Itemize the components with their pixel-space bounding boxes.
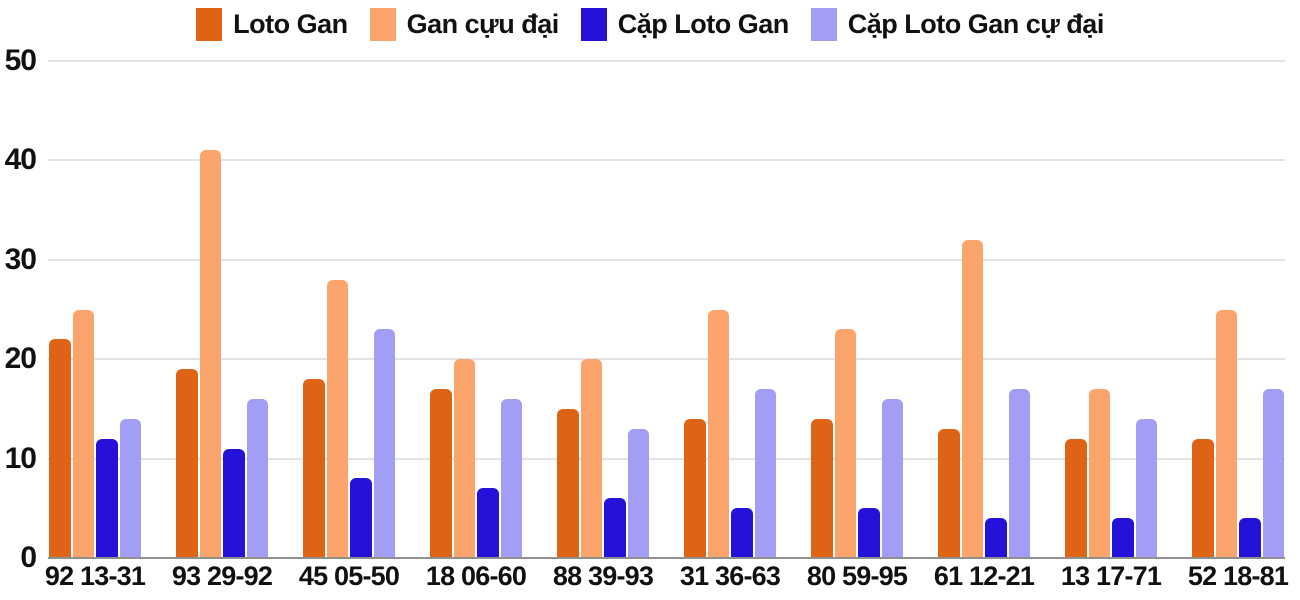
legend-swatch-icon [196,8,223,41]
legend-swatch-icon [369,8,396,41]
bar-gan-cuu-ai [1215,309,1237,558]
bar-gan-cuu-ai [72,309,94,558]
bar-gan-cuu-ai [326,279,348,558]
bar-cap-loto-gan-cu-ai [500,398,522,558]
bar-group-45-05-50 [303,61,395,558]
legend-label: Cặp Loto Gan cự đại [847,9,1105,39]
bar-group-92-13-31 [49,61,141,558]
bar-cap-loto-gan [223,448,245,558]
bar-group-80-59-95 [811,61,903,558]
x-axis-labels: 92 13-31 93 29-92 45 05-50 18 06-60 88 39-93… [44,561,1289,591]
bar-gan-cuu-ai [1088,389,1110,558]
bar-loto-gan [430,389,452,558]
legend-label: Gan cựu đại [406,9,560,39]
bar-cap-loto-gan [731,508,753,558]
x-axis-label: 18 06-60 [425,561,527,591]
bar-cap-loto-gan-cu-ai [119,418,141,558]
bar-loto-gan [176,369,198,558]
bar-gan-cuu-ai [707,309,729,558]
bar-group-52-18-81 [1192,61,1284,558]
bar-cap-loto-gan-cu-ai [246,398,268,558]
y-axis-tick-label: 50 [4,44,37,77]
bar-cap-loto-gan [858,508,880,558]
x-axis-label: 31 36-63 [679,561,781,591]
plot-area [48,60,1285,559]
bar-cap-loto-gan-cu-ai [1262,389,1284,558]
gridline [48,358,1285,361]
gridline [48,457,1285,460]
x-axis-label: 88 39-93 [552,561,654,591]
bar-gan-cuu-ai [961,239,983,558]
bar-group-31-36-63 [684,61,776,558]
legend-label: Loto Gan [233,9,348,39]
chart-legend: Loto Gan Gan cựu đại Cặp Loto Gan Cặp Loto … [0,8,1300,41]
bar-cap-loto-gan-cu-ai [627,428,649,558]
bar-loto-gan [938,428,960,558]
bar-group-61-12-21 [938,61,1030,558]
bar-loto-gan [557,408,579,558]
gridline [48,159,1285,162]
bar-loto-gan [811,418,833,558]
bar-cap-loto-gan-cu-ai [1008,389,1030,558]
legend-item-cap-loto-gan: Cặp Loto Gan [580,8,790,41]
x-axis-label: 80 59-95 [806,561,908,591]
bar-group-88-39-93 [557,61,649,558]
bar-group-13-17-71 [1065,61,1157,558]
bar-gan-cuu-ai [453,359,475,558]
legend-swatch-icon [810,8,837,41]
y-axis-tick-label: 40 [4,143,37,177]
gridline [48,258,1285,261]
x-axis-label: 93 29-92 [171,561,273,591]
x-axis-label: 13 17-71 [1060,561,1162,591]
bar-cap-loto-gan-cu-ai [373,329,395,558]
bar-group-18-06-60 [430,61,522,558]
bar-loto-gan [684,418,706,558]
x-axis-baseline [48,557,1285,559]
bar-loto-gan [49,339,71,558]
bar-cap-loto-gan [1239,518,1261,558]
bar-cap-loto-gan [477,488,499,558]
bar-cap-loto-gan [96,438,118,558]
bar-cap-loto-gan [985,518,1007,558]
gridline [48,60,1285,62]
legend-swatch-icon [580,8,607,41]
bar-loto-gan [1065,438,1087,558]
y-axis-tick-label: 30 [4,242,37,276]
x-axis-label: 52 18-81 [1187,561,1289,591]
legend-item-cap-loto-gan-cu-ai: Cặp Loto Gan cự đại [810,8,1105,41]
y-axis: 0 10 20 30 40 50 [0,46,38,573]
bar-loto-gan [1192,438,1214,558]
legend-label: Cặp Loto Gan [617,9,790,39]
legend-item-loto-gan: Loto Gan [196,8,348,41]
bar-group-93-29-92 [176,61,268,558]
bar-loto-gan [303,379,325,558]
bar-cap-loto-gan [350,478,372,558]
bar-cap-loto-gan-cu-ai [754,389,776,558]
y-axis-tick-label: 20 [4,342,37,376]
x-axis-label: 61 12-21 [933,561,1035,591]
bar-cap-loto-gan-cu-ai [881,398,903,558]
y-axis-tick-label: 0 [20,541,37,574]
bar-gan-cuu-ai [834,329,856,558]
bar-cap-loto-gan [604,498,626,558]
legend-item-gan-cuu-ai: Gan cựu đại [369,8,560,41]
bar-gan-cuu-ai [199,150,221,558]
y-axis-tick-label: 10 [4,441,37,475]
x-axis-label: 45 05-50 [298,561,400,591]
bar-groups [49,61,1284,558]
x-axis-label: 92 13-31 [44,561,146,591]
bar-gan-cuu-ai [580,359,602,558]
bar-cap-loto-gan [1112,518,1134,558]
bar-cap-loto-gan-cu-ai [1135,418,1157,558]
